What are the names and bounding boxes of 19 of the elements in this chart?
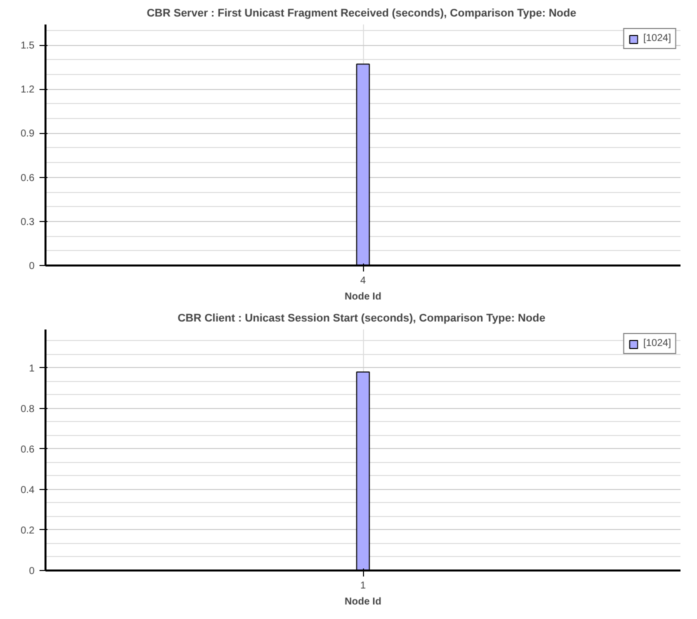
y-tick-label: 0 xyxy=(28,261,35,272)
y-tick-label: 1.2 xyxy=(20,84,35,96)
legend-label: [1024] xyxy=(643,338,671,349)
y-tick-label: 0.8 xyxy=(20,404,35,415)
y-tick-label: 1.5 xyxy=(20,40,35,52)
y-tick-label: 0.4 xyxy=(20,484,35,496)
legend-label: [1024] xyxy=(643,33,671,44)
y-tick-label: 1 xyxy=(28,363,35,374)
chart-title: CBR Server : First Unicast Fragment Received (seconds), Comparison Type: Node xyxy=(146,8,576,20)
y-tick-label: 0 xyxy=(28,566,35,577)
chart-title: CBR Client : Unicast Session Start (seconds), Comparison Type: Node xyxy=(178,312,546,324)
x-axis-title: Node Id xyxy=(344,292,382,302)
y-tick-label: 0.9 xyxy=(20,128,35,140)
x-axis-title: Node Id xyxy=(344,596,382,608)
y-tick-label: 0.6 xyxy=(20,172,35,184)
y-tick-label: 0.3 xyxy=(20,216,35,228)
x-tick-label: 4 xyxy=(360,276,366,286)
y-tick-label: 0.2 xyxy=(20,525,35,536)
y-tick-label: 0.6 xyxy=(20,444,35,456)
